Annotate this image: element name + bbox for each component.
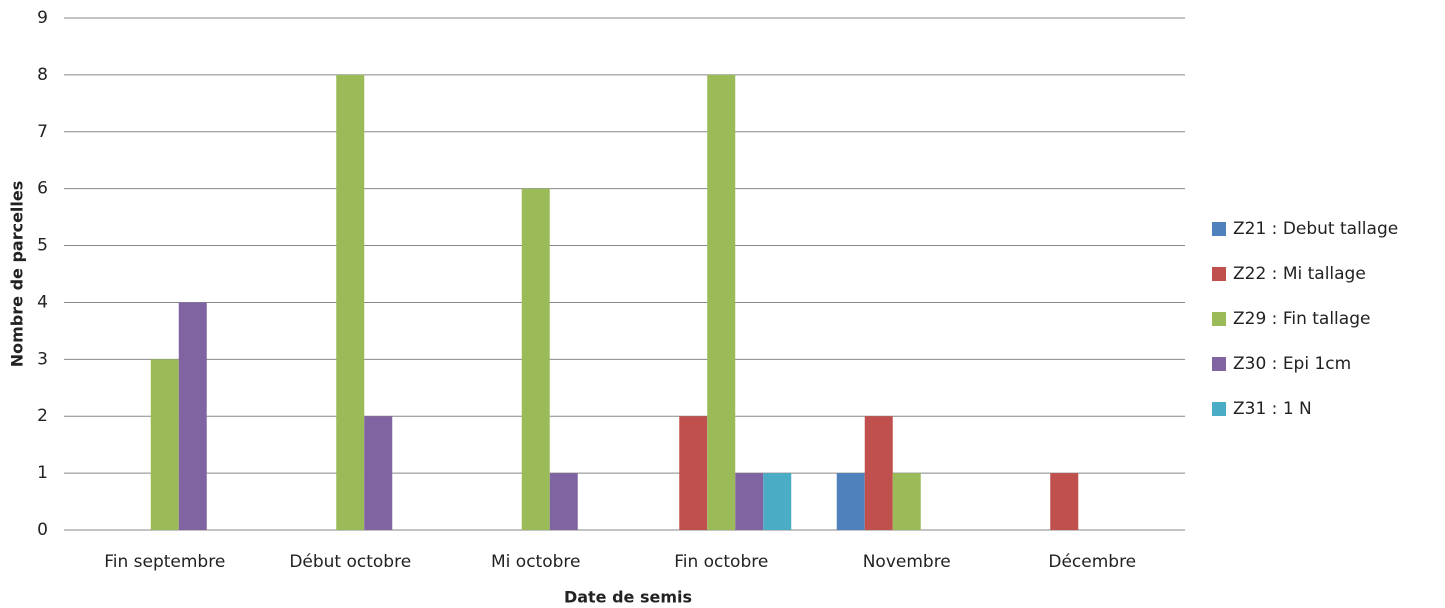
- y-tick-label: 5: [37, 236, 48, 256]
- y-tick-label: 3: [37, 349, 48, 369]
- x-axis-title: Date de semis: [564, 588, 692, 607]
- y-tick-label: 7: [37, 122, 48, 142]
- y-axis-title: Nombre de parcelles: [8, 181, 27, 368]
- legend-label: Z21 : Debut tallage: [1233, 219, 1398, 239]
- bar: [735, 473, 764, 530]
- legend-label: Z31 : 1 N: [1233, 399, 1312, 419]
- legend-swatch: [1212, 222, 1226, 236]
- y-tick-label: 6: [37, 179, 48, 199]
- x-tick-label: Novembre: [863, 552, 951, 572]
- legend-swatch: [1212, 267, 1226, 281]
- legend-label: Z22 : Mi tallage: [1233, 264, 1366, 284]
- bar: [707, 74, 736, 530]
- y-tick-label: 1: [37, 463, 48, 483]
- y-tick-label: 9: [37, 8, 48, 28]
- bar: [892, 473, 921, 530]
- bar: [864, 416, 893, 530]
- bar: [336, 74, 365, 530]
- bar: [364, 416, 393, 530]
- y-tick-label: 2: [37, 406, 48, 426]
- legend-swatch: [1212, 312, 1226, 326]
- x-tick-label: Fin octobre: [674, 552, 768, 572]
- bar: [1050, 473, 1079, 530]
- x-tick-label: Début octobre: [289, 552, 411, 572]
- legend-swatch: [1212, 357, 1226, 371]
- bar: [549, 473, 578, 530]
- x-tick-label: Mi octobre: [491, 552, 580, 572]
- legend-label: Z30 : Epi 1cm: [1233, 354, 1351, 374]
- y-tick-label: 4: [37, 292, 48, 312]
- legend-label: Z29 : Fin tallage: [1233, 309, 1370, 329]
- y-tick-label: 0: [37, 520, 48, 540]
- bar: [763, 473, 792, 530]
- legend-swatch: [1212, 402, 1226, 416]
- bar: [178, 302, 207, 530]
- x-tick-label: Décembre: [1048, 552, 1136, 572]
- y-tick-label: 8: [37, 65, 48, 85]
- bar: [521, 188, 550, 530]
- bar: [679, 416, 708, 530]
- bar: [836, 473, 865, 530]
- x-tick-label: Fin septembre: [104, 552, 225, 572]
- bar: [150, 359, 179, 530]
